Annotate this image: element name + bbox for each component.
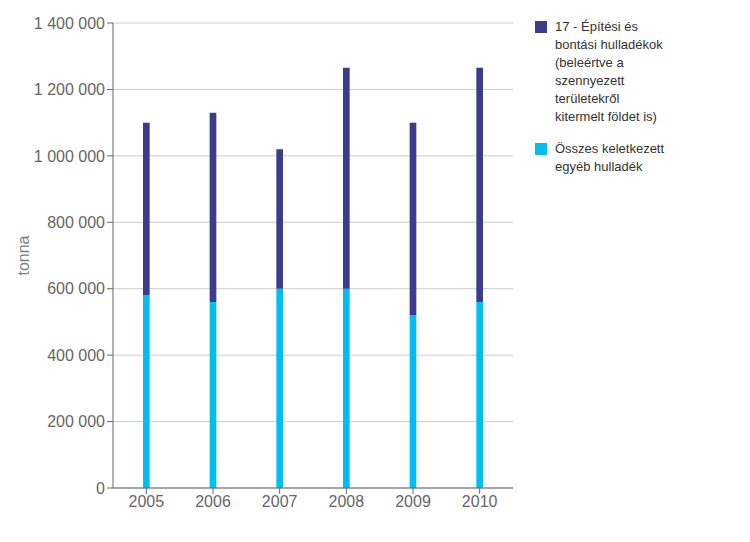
html-text:17 - Építési és bontási hullad: 17 - Építési és bontási hulladékok (bele… xyxy=(555,19,663,124)
svg-text:1 000 000: 1 000 000 xyxy=(34,148,105,165)
svg-text:1 400 000: 1 400 000 xyxy=(34,15,105,32)
svg-text:2005: 2005 xyxy=(129,493,165,510)
svg-text:2010: 2010 xyxy=(462,493,498,510)
html-text:Összes keletkezett egyéb hulla: Összes keletkezett egyéb hulladék xyxy=(555,141,665,174)
svg-text:200 000: 200 000 xyxy=(47,413,105,430)
svg-text:800 000: 800 000 xyxy=(47,214,105,231)
svg-text:1 200 000: 1 200 000 xyxy=(34,81,105,98)
svg-text:600 000: 600 000 xyxy=(47,280,105,297)
svg-text:0: 0 xyxy=(96,480,105,497)
svg-text:2007: 2007 xyxy=(262,493,298,510)
svg-text:2008: 2008 xyxy=(329,493,365,510)
svg-text:400 000: 400 000 xyxy=(47,347,105,364)
svg-text:2006: 2006 xyxy=(195,493,231,510)
svg-text:2009: 2009 xyxy=(395,493,431,510)
svg-text:tonna: tonna xyxy=(15,235,32,275)
